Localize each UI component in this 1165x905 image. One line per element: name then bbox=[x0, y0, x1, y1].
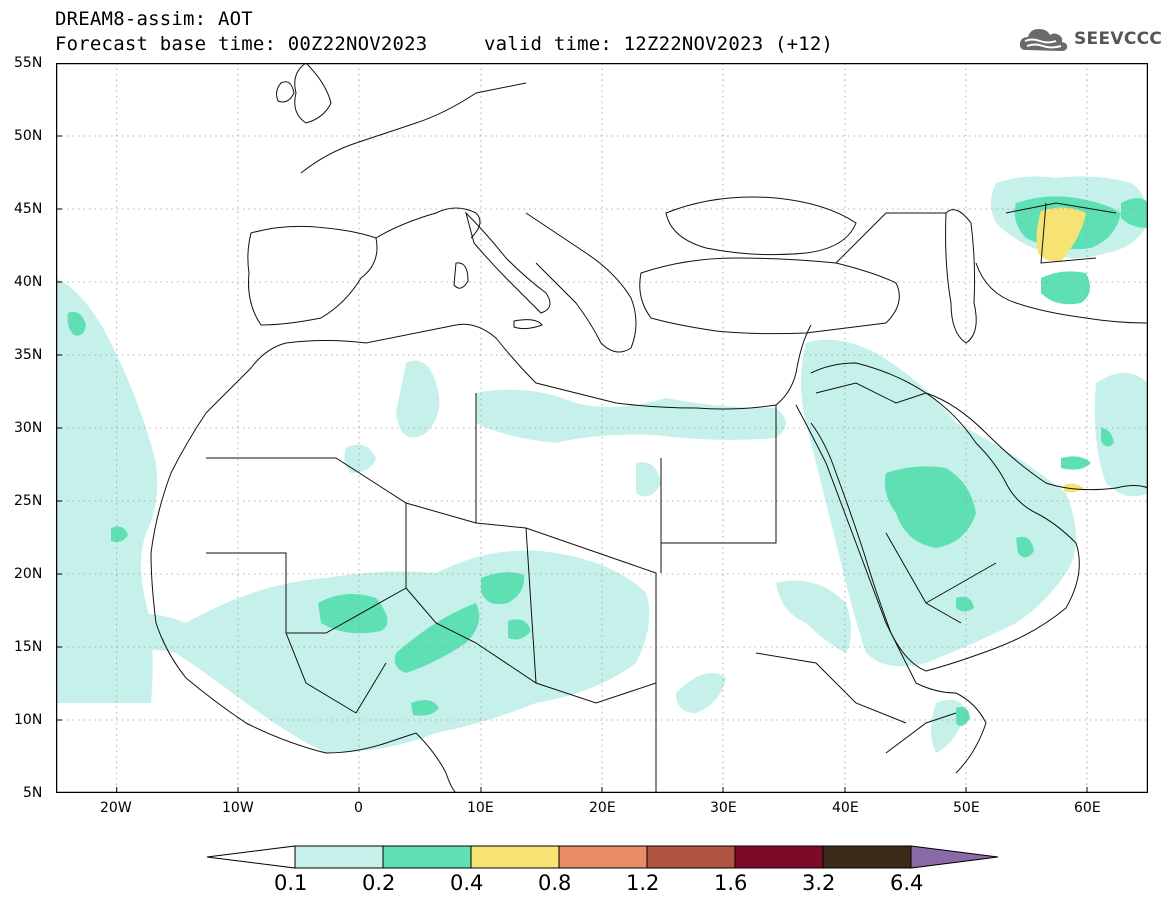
lat-label: 35N bbox=[14, 347, 43, 363]
lat-label: 50N bbox=[14, 128, 43, 144]
colorbar-swatch bbox=[470, 845, 560, 869]
lon-label: 40E bbox=[832, 800, 859, 816]
seevccc-logo: SEEVCCC bbox=[1018, 24, 1162, 54]
colorbar bbox=[206, 845, 999, 869]
colorbar-swatch bbox=[382, 845, 472, 869]
colorbar-label: 0.4 bbox=[450, 871, 484, 895]
lat-label: 25N bbox=[14, 493, 43, 509]
colorbar-label: 3.2 bbox=[802, 871, 836, 895]
colorbar-label: 1.6 bbox=[714, 871, 748, 895]
product-title: DREAM8-assim: AOT bbox=[55, 8, 253, 30]
colorbar-swatch bbox=[646, 845, 736, 869]
lat-label: 20N bbox=[14, 566, 43, 582]
colorbar-high-arrow bbox=[910, 845, 999, 869]
colorbar-swatch bbox=[822, 845, 912, 869]
aot-field-layer bbox=[56, 176, 1148, 753]
lon-label: 30E bbox=[710, 800, 737, 816]
colorbar-swatch bbox=[294, 845, 384, 869]
lat-label: 45N bbox=[14, 201, 43, 217]
lon-label: 10E bbox=[467, 800, 494, 816]
colorbar-swatch bbox=[558, 845, 648, 869]
grid-lines bbox=[56, 63, 1148, 793]
lon-label: 20E bbox=[589, 800, 616, 816]
logo-text: SEEVCCC bbox=[1074, 29, 1163, 49]
lat-label: 15N bbox=[14, 639, 43, 655]
colorbar-label: 1.2 bbox=[626, 871, 660, 895]
cloud-icon bbox=[1019, 29, 1068, 51]
lat-label: 5N bbox=[23, 785, 43, 801]
colorbar-label: 0.2 bbox=[362, 871, 396, 895]
forecast-base-time: Forecast base time: 00Z22NOV2023 bbox=[55, 33, 428, 55]
colorbar-label: 0.1 bbox=[274, 871, 308, 895]
valid-time: valid time: 12Z22NOV2023 (+12) bbox=[484, 33, 834, 55]
lat-label: 30N bbox=[14, 420, 43, 436]
lon-label: 60E bbox=[1074, 800, 1101, 816]
lon-label: 20W bbox=[100, 800, 132, 816]
lat-label: 10N bbox=[14, 712, 43, 728]
colorbar-swatch bbox=[734, 845, 824, 869]
lon-label: 0 bbox=[354, 800, 363, 816]
aot-map bbox=[56, 63, 1148, 793]
lon-label: 50E bbox=[953, 800, 980, 816]
colorbar-low-arrow bbox=[206, 845, 296, 869]
colorbar-label: 6.4 bbox=[890, 871, 924, 895]
lon-label: 10W bbox=[222, 800, 254, 816]
lat-label: 40N bbox=[14, 274, 43, 290]
colorbar-label: 0.8 bbox=[538, 871, 572, 895]
coastlines-and-borders bbox=[150, 63, 1148, 793]
lat-label: 55N bbox=[14, 55, 43, 71]
tick-marks bbox=[56, 135, 1088, 793]
